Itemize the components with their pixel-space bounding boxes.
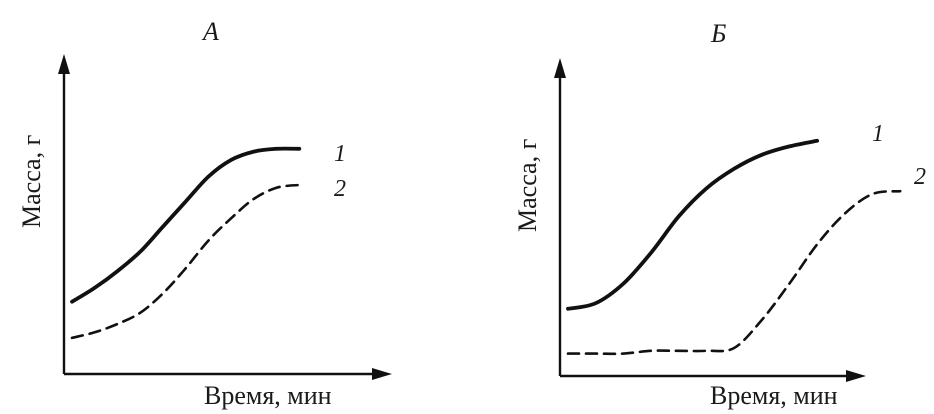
panel-a-xlabel: Время, мин bbox=[204, 381, 332, 410]
panel-a-ylabel: Масса, г bbox=[17, 135, 46, 228]
panel-b-xlabel: Время, мин bbox=[710, 381, 838, 410]
panel-b: Б Масса, г Время, мин 1 2 bbox=[513, 19, 926, 410]
panel-a-y-axis-arrow bbox=[58, 54, 70, 74]
panel-b-series-1-line bbox=[566, 138, 819, 311]
panel-b-series-2-line bbox=[566, 189, 902, 356]
panel-a-series-2-label: 2 bbox=[334, 176, 346, 202]
panel-a-series-1-line bbox=[70, 146, 302, 304]
panel-a-x-axis-arrow bbox=[372, 368, 392, 380]
panel-a-series-2-line bbox=[70, 183, 301, 340]
panel-b-ylabel: Масса, г bbox=[513, 139, 542, 232]
panel-b-series-1-label: 1 bbox=[872, 121, 884, 147]
panel-b-title: Б bbox=[710, 19, 726, 48]
panel-a-series-1-label: 1 bbox=[334, 141, 346, 167]
panel-b-x-axis-arrow bbox=[846, 370, 866, 382]
panel-b-y-axis-arrow bbox=[554, 58, 566, 78]
panel-a-title: А bbox=[201, 17, 219, 46]
panel-a: А Масса, г Время, мин 1 2 bbox=[17, 17, 392, 410]
panel-b-series-2-label: 2 bbox=[914, 164, 926, 190]
